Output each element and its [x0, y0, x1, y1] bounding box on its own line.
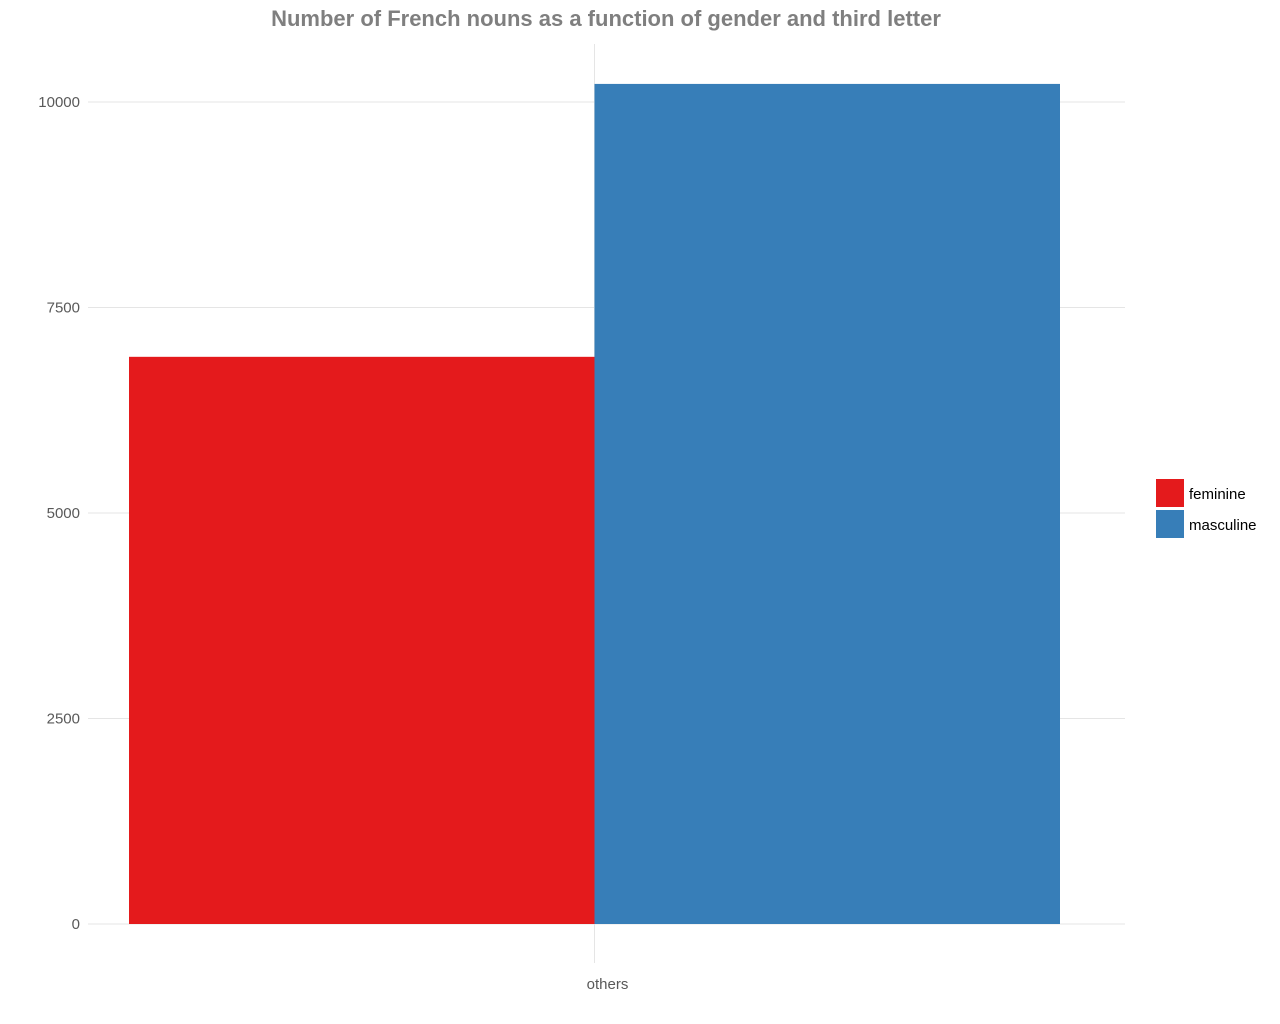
chart-title: Number of French nouns as a function of … — [271, 6, 941, 31]
y-tick-label: 5000 — [47, 505, 80, 522]
legend-swatch-feminine — [1156, 479, 1184, 507]
y-tick-label: 2500 — [47, 711, 80, 728]
y-tick-label: 10000 — [38, 94, 80, 111]
legend: feminine masculine — [1156, 479, 1257, 538]
legend-label-masculine: masculine — [1189, 517, 1257, 534]
y-axis: 0 2500 5000 7500 10000 — [38, 94, 80, 933]
bar-feminine — [129, 356, 595, 924]
y-tick-label: 7500 — [47, 300, 80, 317]
bars — [129, 83, 1060, 924]
y-tick-label: 0 — [72, 916, 80, 933]
legend-swatch-masculine — [1156, 510, 1184, 538]
x-axis: others — [587, 976, 629, 993]
bar-masculine — [594, 83, 1060, 924]
x-tick-label: others — [587, 976, 629, 993]
legend-label-feminine: feminine — [1189, 486, 1246, 503]
